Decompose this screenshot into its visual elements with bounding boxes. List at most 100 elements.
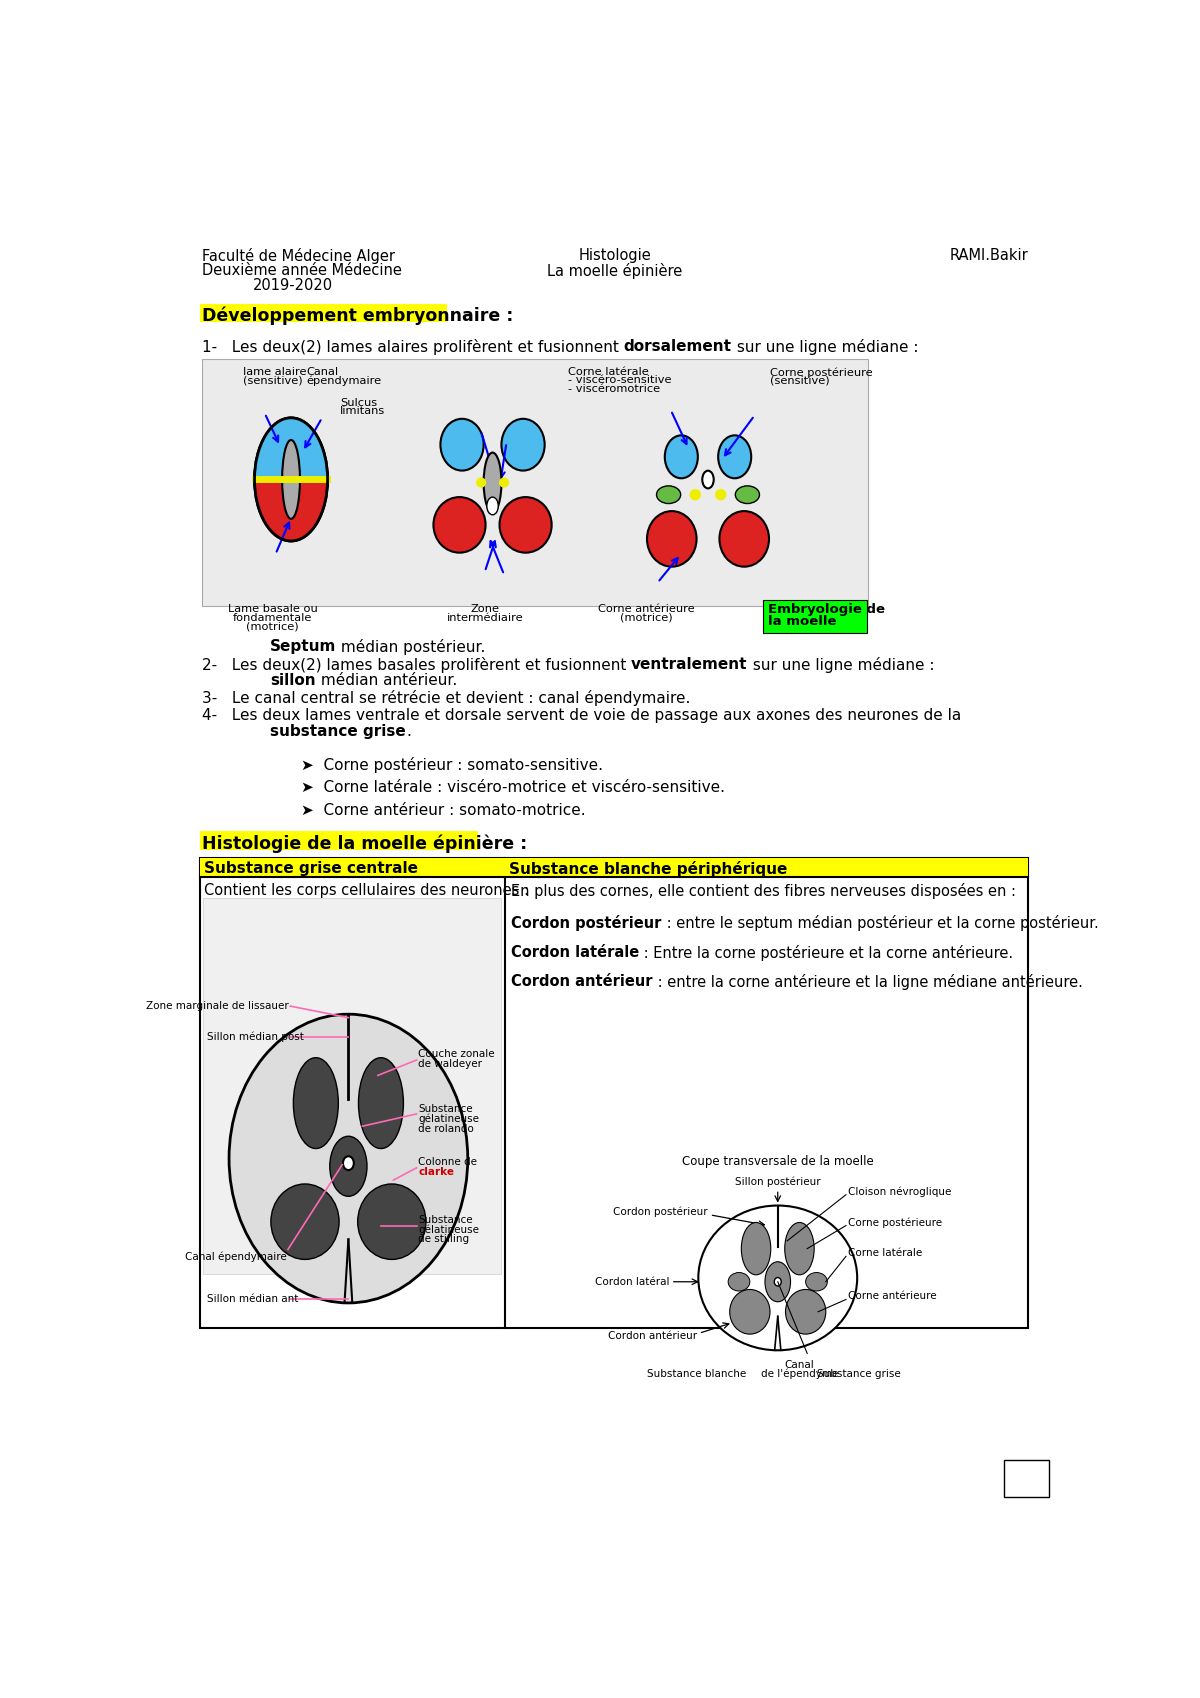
Ellipse shape [764,1262,791,1302]
Ellipse shape [229,1014,468,1302]
FancyBboxPatch shape [505,857,1028,876]
Text: substance grise: substance grise [270,725,406,739]
Text: RAMI.Bakir: RAMI.Bakir [949,248,1028,263]
Text: : entre le septum médian postérieur et la corne postérieur.: : entre le septum médian postérieur et l… [661,915,1098,931]
Text: (sensitive): (sensitive) [242,375,302,385]
Ellipse shape [774,1277,781,1285]
FancyBboxPatch shape [1004,1460,1049,1498]
Text: la moelle: la moelle [768,615,836,628]
Ellipse shape [499,477,509,487]
Ellipse shape [718,435,751,479]
Text: Coupe transversale de la moelle: Coupe transversale de la moelle [682,1155,874,1168]
Text: Sillon médian post: Sillon médian post [206,1032,304,1043]
Text: Zone: Zone [470,604,499,615]
Text: - viscéro-sensitive: - viscéro-sensitive [569,375,672,385]
Text: Zone marginale de lissauer: Zone marginale de lissauer [146,1002,289,1010]
Text: gélatineuse: gélatineuse [418,1114,479,1124]
Text: sur une ligne médiane :: sur une ligne médiane : [732,338,918,355]
Text: clarke: clarke [418,1168,454,1177]
Text: 4-   Les deux lames ventrale et dorsale servent de voie de passage aux axones de: 4- Les deux lames ventrale et dorsale se… [202,708,966,723]
Ellipse shape [476,477,486,487]
Text: Corne antérieure: Corne antérieure [598,604,695,615]
Text: de l'épendyme: de l'épendyme [761,1369,838,1379]
Ellipse shape [282,440,300,520]
FancyBboxPatch shape [200,832,478,849]
Text: Cordon postérieur: Cordon postérieur [511,915,661,931]
Polygon shape [254,479,328,540]
Ellipse shape [656,486,680,504]
Text: Corne latérale: Corne latérale [569,367,649,377]
Text: 3-   Le canal central se rétrécie et devient : canal épendymaire.: 3- Le canal central se rétrécie et devie… [202,691,690,706]
Text: Sillon médian ant: Sillon médian ant [206,1294,298,1304]
Text: Substance blanche: Substance blanche [647,1369,746,1379]
Text: Cordon antérieur: Cordon antérieur [511,973,653,988]
Ellipse shape [690,489,701,501]
Ellipse shape [720,511,769,567]
Text: Sillon postérieur: Sillon postérieur [734,1177,821,1187]
Ellipse shape [502,419,545,470]
Text: Couche zonale: Couche zonale [418,1049,494,1060]
Ellipse shape [728,1272,750,1290]
Text: Contient les corps cellulaires des neurones :: Contient les corps cellulaires des neuro… [204,883,529,898]
Ellipse shape [359,1058,403,1148]
Text: ➤  Corne latérale : viscéro-motrice et viscéro-sensitive.: ➤ Corne latérale : viscéro-motrice et vi… [301,779,725,795]
Text: Colonne de: Colonne de [418,1158,478,1168]
Text: dorsalement: dorsalement [624,338,732,353]
Text: de waldeyer: de waldeyer [418,1060,482,1068]
FancyBboxPatch shape [200,857,1028,1328]
Text: Histologie de la moelle épinière :: Histologie de la moelle épinière : [202,834,527,852]
FancyBboxPatch shape [200,857,505,876]
Text: médian antérieur.: médian antérieur. [316,674,457,688]
Text: lame alaire: lame alaire [242,367,306,377]
Ellipse shape [271,1184,340,1260]
Ellipse shape [786,1289,826,1335]
Ellipse shape [330,1136,367,1197]
Text: ➤  Corne postérieur : somato-sensitive.: ➤ Corne postérieur : somato-sensitive. [301,757,604,773]
Text: Cordon postérieur: Cordon postérieur [613,1207,708,1217]
Text: (motrice): (motrice) [246,621,299,632]
Text: (sensitive): (sensitive) [770,375,829,385]
Text: Canal: Canal [785,1360,815,1370]
Text: intermédiaire: intermédiaire [446,613,523,623]
Text: .: . [406,725,410,739]
Ellipse shape [742,1223,770,1275]
Text: Développement embryonnaire :: Développement embryonnaire : [202,307,514,326]
Ellipse shape [736,486,760,504]
Ellipse shape [358,1184,426,1260]
Text: ➤  Corne antérieur : somato-motrice.: ➤ Corne antérieur : somato-motrice. [301,803,586,818]
Text: : Entre la corne postérieure et la corne antérieure.: : Entre la corne postérieure et la corne… [640,944,1014,961]
Text: Substance grise: Substance grise [817,1369,901,1379]
Text: Substance blanche périphérique: Substance blanche périphérique [509,861,787,876]
Text: Cordon latéral: Cordon latéral [595,1277,670,1287]
Text: Septum: Septum [270,638,336,654]
Ellipse shape [484,453,502,513]
Text: La moelle épinière: La moelle épinière [547,263,683,278]
Ellipse shape [647,511,696,567]
Ellipse shape [440,419,484,470]
Polygon shape [254,418,328,479]
Text: ventralement: ventralement [631,657,748,672]
Ellipse shape [343,1156,354,1170]
Text: gélatineuse: gélatineuse [418,1224,479,1234]
FancyBboxPatch shape [203,898,502,1274]
Ellipse shape [487,498,498,514]
Text: Deuxième année Médecine: Deuxième année Médecine [202,263,402,278]
Text: Sulcus: Sulcus [340,397,377,408]
Ellipse shape [293,1058,338,1148]
Text: 2019-2020: 2019-2020 [253,278,334,292]
Ellipse shape [730,1289,770,1335]
Text: Embryologie de: Embryologie de [768,603,884,616]
Ellipse shape [254,418,328,542]
Text: médian postérieur.: médian postérieur. [336,638,486,655]
Text: Corne postérieure: Corne postérieure [770,367,872,377]
Ellipse shape [715,489,726,501]
Text: Cordon latérale: Cordon latérale [511,944,640,959]
Text: Faculté de Médecine Alger: Faculté de Médecine Alger [202,248,395,265]
Text: sillon: sillon [270,674,316,688]
Text: - viscéromotrice: - viscéromotrice [569,384,661,394]
Text: 2-   Les deux(2) lames basales prolifèrent et fusionnent: 2- Les deux(2) lames basales prolifèrent… [202,657,631,674]
Text: Corne postérieure: Corne postérieure [847,1217,942,1228]
FancyBboxPatch shape [763,599,866,633]
Text: Cloison névroglique: Cloison névroglique [847,1187,950,1197]
Text: Substance grise centrale: Substance grise centrale [204,861,419,876]
